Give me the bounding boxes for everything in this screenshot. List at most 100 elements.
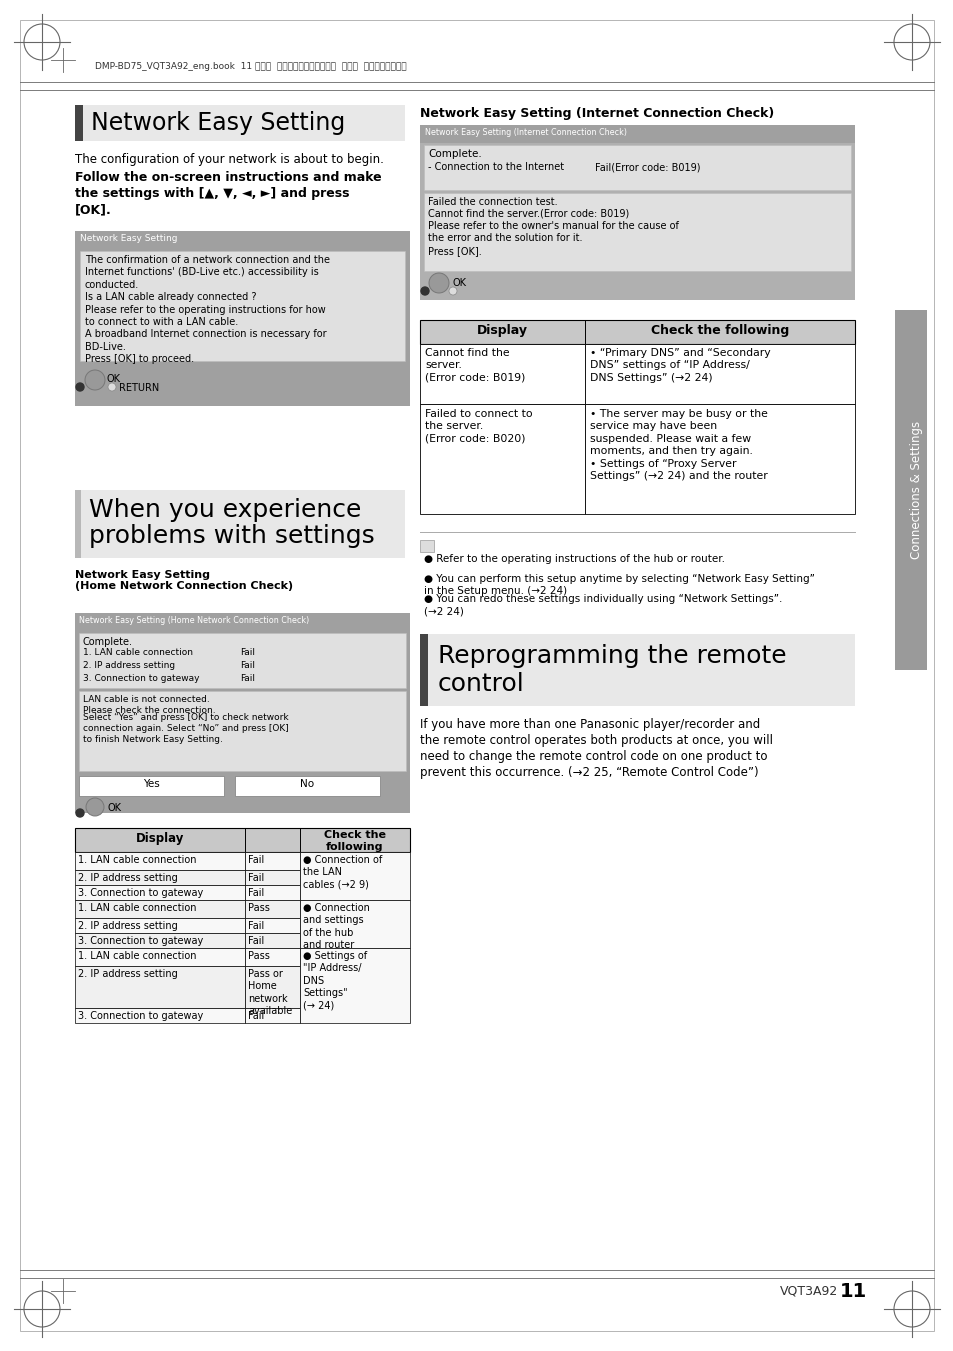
Bar	[419, 320, 854, 345]
Text: Fail: Fail	[248, 936, 264, 946]
Text: Fail: Fail	[248, 855, 264, 865]
Bar	[75, 1008, 245, 1023]
Text: 2. IP address setting: 2. IP address setting	[83, 661, 175, 670]
Text: If you have more than one Panasonic player/recorder and
the remote control opera: If you have more than one Panasonic play…	[419, 717, 772, 780]
Text: Failed the connection test.: Failed the connection test.	[428, 197, 558, 207]
Text: • “Primary DNS” and “Secondary
DNS” settings of “IP Address/
DNS Settings” (→2 2: • “Primary DNS” and “Secondary DNS” sett…	[589, 349, 770, 382]
Circle shape	[429, 273, 449, 293]
Text: ● Refer to the operating instructions of the hub or router.: ● Refer to the operating instructions of…	[423, 554, 724, 563]
Text: Pass: Pass	[248, 951, 270, 961]
Text: - Connection to the Internet: - Connection to the Internet	[428, 162, 563, 172]
Text: Cannot find the
server.
(Error code: B019): Cannot find the server. (Error code: B01…	[424, 349, 525, 382]
Text: OK: OK	[453, 278, 467, 288]
Text: The configuration of your network is about to begin.: The configuration of your network is abo…	[75, 153, 383, 166]
Text: 3. Connection to gateway: 3. Connection to gateway	[83, 674, 199, 684]
Text: RETURN: RETURN	[119, 382, 159, 393]
Text: When you experience: When you experience	[89, 499, 361, 521]
Text: Network Easy Setting (Internet Connection Check): Network Easy Setting (Internet Connectio…	[424, 128, 626, 136]
Text: Fail: Fail	[248, 873, 264, 884]
Bar	[75, 613, 410, 813]
Circle shape	[420, 286, 429, 295]
Bar	[419, 540, 434, 553]
Bar	[75, 885, 245, 900]
Text: Pass: Pass	[248, 902, 270, 913]
Bar	[419, 634, 854, 707]
Text: Fail: Fail	[248, 1011, 264, 1021]
Circle shape	[86, 798, 104, 816]
Text: control: control	[437, 671, 524, 696]
Bar	[75, 231, 410, 407]
Text: VQT3A92: VQT3A92	[780, 1285, 838, 1298]
Bar	[584, 404, 854, 513]
Bar	[75, 917, 245, 934]
Text: 2. IP address setting: 2. IP address setting	[78, 969, 177, 979]
Text: Fail: Fail	[248, 921, 264, 931]
Bar	[245, 885, 299, 900]
Bar	[419, 634, 428, 707]
Circle shape	[449, 286, 456, 295]
Text: Network Easy Setting (Internet Connection Check): Network Easy Setting (Internet Connectio…	[419, 107, 774, 120]
Bar	[75, 966, 245, 1008]
Text: The confirmation of a network connection and the
Internet functions' (BD-Live et: The confirmation of a network connection…	[85, 255, 330, 365]
Text: 1. LAN cable connection: 1. LAN cable connection	[78, 902, 196, 913]
Text: 3. Connection to gateway: 3. Connection to gateway	[78, 1011, 203, 1021]
Text: Check the
following: Check the following	[324, 830, 386, 852]
Text: Network Easy Setting: Network Easy Setting	[91, 111, 345, 135]
Text: DMP-BD75_VQT3A92_eng.book  11 ページ  ２０１０年１２月１３日  月曜日  午前１０時１６分: DMP-BD75_VQT3A92_eng.book 11 ページ ２０１０年１２…	[95, 62, 406, 72]
Text: ● Connection of
the LAN
cables (→2 9): ● Connection of the LAN cables (→2 9)	[303, 855, 382, 890]
Text: Cannot find the server.(Error code: B019): Cannot find the server.(Error code: B019…	[428, 209, 629, 219]
Text: 1. LAN cable connection: 1. LAN cable connection	[83, 648, 193, 657]
Bar	[894, 309, 926, 670]
Text: Fail: Fail	[240, 661, 254, 670]
Text: Reprogramming the remote: Reprogramming the remote	[437, 644, 786, 667]
Text: (Home Network Connection Check): (Home Network Connection Check)	[75, 581, 293, 590]
Text: No: No	[299, 780, 314, 789]
Bar	[79, 634, 406, 688]
Text: Fail: Fail	[240, 648, 254, 657]
Circle shape	[85, 370, 105, 390]
Bar	[75, 105, 405, 141]
Text: 2. IP address setting: 2. IP address setting	[78, 921, 177, 931]
Text: Yes: Yes	[143, 780, 159, 789]
Bar	[419, 404, 584, 513]
Circle shape	[76, 809, 84, 817]
Bar	[75, 231, 410, 249]
Bar	[75, 870, 245, 885]
Bar	[75, 828, 410, 852]
Text: LAN cable is not connected.
Please check the connection.: LAN cable is not connected. Please check…	[83, 694, 215, 715]
Bar	[419, 126, 854, 143]
Bar	[79, 690, 406, 771]
Bar	[299, 900, 410, 948]
Text: problems with settings: problems with settings	[89, 524, 375, 549]
Circle shape	[76, 382, 84, 390]
Bar	[245, 1008, 299, 1023]
Bar	[245, 966, 299, 1008]
Text: ● Connection
and settings
of the hub
and router: ● Connection and settings of the hub and…	[303, 902, 370, 950]
Text: Network Easy Setting: Network Easy Setting	[75, 570, 210, 580]
Text: Fail: Fail	[248, 888, 264, 898]
Bar	[75, 852, 245, 870]
Text: Select “Yes” and press [OK] to check network
connection again. Select “No” and p: Select “Yes” and press [OK] to check net…	[83, 713, 289, 744]
Text: ● Settings of
"IP Address/
DNS
Settings"
(→ 24): ● Settings of "IP Address/ DNS Settings"…	[303, 951, 367, 1011]
Bar	[245, 917, 299, 934]
Text: Network Easy Setting (Home Network Connection Check): Network Easy Setting (Home Network Conne…	[79, 616, 309, 626]
Bar	[75, 948, 245, 966]
Text: Network Easy Setting: Network Easy Setting	[80, 234, 177, 243]
Text: ● You can perform this setup anytime by selecting “Network Easy Setting”
in the : ● You can perform this setup anytime by …	[423, 574, 814, 596]
Bar	[75, 934, 245, 948]
Bar	[75, 490, 405, 558]
Bar	[75, 613, 410, 631]
Bar	[245, 934, 299, 948]
Text: 3. Connection to gateway: 3. Connection to gateway	[78, 936, 203, 946]
Text: Failed to connect to
the server.
(Error code: B020): Failed to connect to the server. (Error …	[424, 409, 532, 443]
Bar	[245, 870, 299, 885]
Text: 11: 11	[840, 1282, 866, 1301]
Bar	[80, 251, 405, 361]
Text: Complete.: Complete.	[428, 149, 481, 159]
Text: Display: Display	[476, 324, 527, 336]
Bar	[584, 345, 854, 404]
Text: Fail(Error code: B019): Fail(Error code: B019)	[595, 162, 700, 172]
Bar	[423, 193, 850, 272]
Text: Connections & Settings: Connections & Settings	[909, 422, 923, 559]
Bar	[75, 900, 245, 917]
